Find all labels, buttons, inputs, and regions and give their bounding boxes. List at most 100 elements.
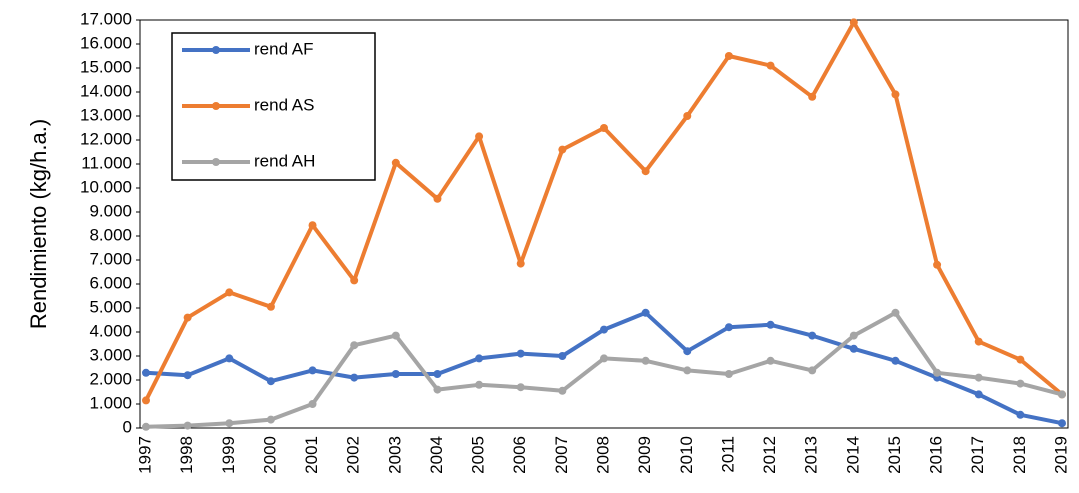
point	[600, 124, 608, 132]
point	[849, 331, 858, 340]
y-tick-label: 2.000	[89, 369, 132, 388]
x-tick-label: 2016	[927, 436, 946, 474]
point	[142, 368, 150, 377]
point	[974, 373, 983, 382]
point	[683, 112, 692, 120]
y-tick-label: 7.000	[89, 249, 132, 268]
point	[308, 366, 317, 375]
point	[933, 260, 942, 269]
point	[266, 377, 275, 386]
point	[641, 167, 650, 176]
point	[433, 385, 442, 394]
point	[766, 356, 775, 365]
y-tick-label: 12.000	[80, 129, 132, 148]
point	[933, 368, 942, 377]
y-tick-label: 14.000	[80, 81, 132, 100]
point	[142, 422, 150, 431]
legend-label: rend AH	[254, 151, 315, 170]
point	[516, 259, 525, 268]
point	[266, 302, 275, 311]
legend-label: rend AF	[254, 39, 314, 58]
x-tick-label: 2001	[302, 436, 321, 474]
y-tick-label: 5.000	[89, 297, 132, 316]
legend-marker	[212, 46, 220, 54]
y-tick-label: 3.000	[89, 345, 132, 364]
y-tick-label: 1.000	[89, 393, 132, 412]
x-tick-label: 2006	[510, 436, 529, 474]
x-tick-label: 1997	[135, 436, 154, 474]
x-tick-label: 1999	[219, 436, 238, 474]
x-tick-label: 2005	[469, 436, 488, 474]
y-tick-label: 10.000	[80, 177, 132, 196]
point	[766, 320, 775, 329]
point	[225, 419, 234, 428]
point	[849, 344, 858, 353]
point	[225, 288, 234, 297]
point	[183, 313, 192, 322]
point	[724, 323, 733, 332]
y-tick-label: 11.000	[81, 153, 132, 172]
point	[1016, 379, 1025, 388]
point	[225, 354, 234, 363]
x-tick-label: 2009	[635, 436, 654, 474]
point	[558, 386, 567, 395]
point	[308, 400, 317, 408]
point	[516, 349, 525, 358]
point	[683, 366, 692, 375]
point	[558, 352, 567, 360]
point	[808, 92, 817, 101]
point	[1058, 390, 1066, 399]
x-tick-label: 2019	[1051, 436, 1070, 474]
legend-label: rend AS	[254, 95, 315, 114]
y-tick-label: 0	[123, 417, 132, 436]
point	[724, 52, 733, 60]
point	[808, 366, 817, 375]
point	[1016, 355, 1025, 364]
point	[142, 396, 150, 405]
x-tick-label: 2007	[552, 436, 571, 474]
point	[516, 383, 525, 392]
x-tick-label: 2000	[260, 436, 279, 474]
point	[350, 276, 359, 285]
x-tick-label: 2015	[885, 436, 904, 474]
y-tick-label: 9.000	[89, 201, 132, 220]
plot-frame	[139, 19, 1069, 429]
point	[350, 341, 359, 350]
point	[600, 325, 608, 334]
y-tick-label: 17.000	[80, 9, 132, 28]
y-tick-label: 6.000	[89, 273, 132, 292]
point	[475, 354, 484, 363]
x-tick-label: 2004	[427, 436, 446, 474]
x-tick-label: 2003	[385, 436, 404, 474]
y-tick-label: 15.000	[80, 57, 132, 76]
point	[391, 370, 400, 378]
point	[641, 308, 650, 317]
x-tick-label: 2013	[802, 436, 821, 474]
point	[849, 18, 858, 27]
point	[641, 356, 650, 365]
point	[433, 194, 442, 203]
y-axis-label: Rendimiento (kg/h.a.)	[26, 119, 51, 329]
point	[1058, 419, 1066, 428]
y-tick-label: 16.000	[80, 33, 132, 52]
point	[266, 415, 275, 424]
point	[183, 421, 192, 430]
point	[683, 347, 692, 356]
point	[308, 221, 317, 230]
point	[724, 370, 733, 378]
point	[766, 61, 775, 70]
point	[475, 380, 484, 389]
point	[891, 356, 900, 365]
point	[974, 390, 983, 399]
x-tick-label: 1998	[177, 436, 196, 474]
y-tick-label: 4.000	[89, 321, 132, 340]
x-tick-label: 2002	[344, 436, 363, 474]
point	[350, 373, 359, 382]
point	[600, 354, 608, 363]
point	[1016, 410, 1025, 419]
legend-marker	[212, 158, 220, 166]
x-tick-label: 2008	[593, 436, 612, 474]
x-tick-label: 2010	[677, 436, 696, 474]
point	[558, 145, 567, 154]
